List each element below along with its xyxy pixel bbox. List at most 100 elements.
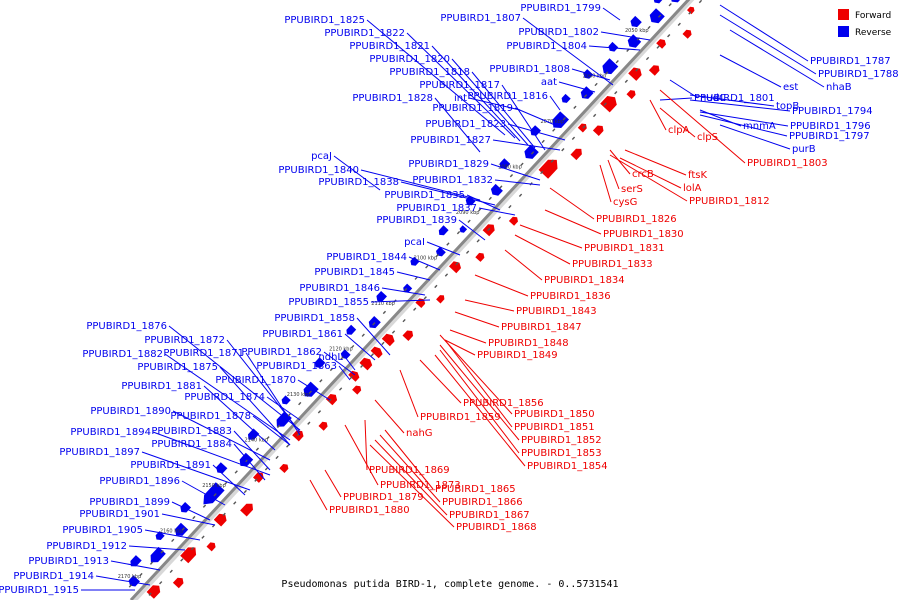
gene-label: PPUBIRD1_1901	[79, 509, 160, 520]
label-leader-line	[444, 339, 476, 356]
axis-dash	[698, 0, 703, 4]
label-leader-line	[233, 443, 266, 481]
axis-dash	[254, 478, 258, 482]
axis-dash	[264, 467, 269, 471]
reverse-gene-arrow	[459, 225, 468, 233]
label-leader-line	[619, 157, 682, 189]
label-leader-line	[161, 513, 216, 526]
axis-dash	[605, 71, 609, 75]
reverse-gene-arrow	[438, 225, 449, 236]
axis-dash	[340, 356, 344, 360]
label-leader-line	[659, 89, 746, 164]
gene-label: lolA	[683, 183, 702, 194]
label-leader-line	[490, 163, 541, 181]
gene-label: aat	[541, 77, 557, 88]
gene-label: PPUBIRD1_1797	[789, 131, 870, 142]
axis-dash	[488, 196, 492, 201]
gene-label: PPUBIRD1_1897	[59, 447, 140, 458]
axis-dash	[541, 139, 545, 144]
reverse-gene-arrow	[248, 428, 260, 440]
axis-dash	[329, 367, 334, 372]
axis-dash	[624, 79, 629, 83]
label-leader-line	[549, 187, 595, 220]
gene-label: PPUBIRD1_1836	[530, 291, 611, 302]
label-leader-line	[400, 181, 496, 206]
reverse-gene-arrow	[150, 546, 166, 563]
reverse-gene-arrow	[216, 462, 228, 474]
genome-caption: Pseudomonas putida BIRD-1, complete geno…	[281, 579, 618, 590]
axis-dash	[603, 102, 607, 106]
gene-label: PPUBIRD1_1796	[790, 121, 871, 132]
gene-label: PPUBIRD1_1858	[274, 313, 355, 324]
forward-gene-arrow	[656, 39, 666, 49]
gene-label: PPUBIRD1_1872	[144, 335, 225, 346]
axis-dash	[276, 424, 281, 429]
gene-label: PPUBIRD1_1808	[489, 64, 570, 75]
label-leader-line	[492, 139, 561, 151]
axis-dash	[307, 421, 311, 425]
reverse-gene-arrow	[499, 158, 511, 169]
axis-dash	[349, 375, 353, 380]
axis-dash	[677, 22, 681, 26]
kbp-ticks: 2050 kbp 2060 kbp 2070 kbp 2080 kbp 2090 kbp…	[118, 0, 703, 596]
gene-label: PPUBIRD1_1803	[747, 158, 828, 169]
axis-dash	[255, 447, 260, 451]
gene-label: PPUBIRD1_1891	[130, 460, 211, 471]
gene-label: PPUBIRD1_1788	[818, 69, 899, 80]
gene-label: PPUBIRD1_1884	[151, 439, 232, 450]
axis-dash	[667, 34, 671, 38]
gene-label: est	[783, 82, 798, 93]
label-leader-line	[659, 97, 693, 101]
axis-dash	[287, 413, 291, 417]
axis-dash	[645, 56, 650, 61]
gene-label: PPUBIRD1_1818	[389, 67, 470, 78]
gene-label: PPUBIRD1_1846	[299, 283, 380, 294]
axis-dash	[583, 94, 588, 98]
axis-dash	[160, 550, 164, 554]
axis-dash	[192, 515, 196, 520]
label-leader-line	[719, 14, 817, 75]
forward-gene-arrow	[381, 333, 395, 347]
forward-gene-arrow	[570, 148, 582, 161]
label-leader-line	[449, 329, 487, 344]
forward-gene-arrow	[348, 370, 360, 382]
axis-dash	[328, 398, 332, 403]
axis-dash	[414, 276, 418, 280]
axis-dash	[201, 535, 205, 539]
label-leader-line	[719, 54, 782, 88]
gene-label: PPUBIRD1_1835	[384, 190, 465, 201]
forward-gene-arrow	[370, 346, 383, 359]
forward-gene-arrow	[172, 577, 184, 589]
label-leader-line	[451, 58, 529, 146]
gene-label: cysG	[613, 197, 637, 208]
label-leader-line	[370, 299, 431, 303]
gene-label: PPUBIRD1_1845	[314, 267, 395, 278]
label-leader-line	[466, 194, 501, 211]
reverse-gene-arrow	[368, 316, 381, 329]
gene-label: PPUBIRD1_1851	[514, 422, 595, 433]
label-leader-line	[369, 444, 455, 528]
label-leader-line	[519, 224, 583, 249]
label-leader-line	[141, 451, 251, 491]
label-leader-line	[434, 354, 526, 467]
forward-gene-arrow	[402, 330, 414, 341]
gene-label: PPUBIRD1_1848	[488, 338, 569, 349]
gene-label: nhaB	[826, 82, 852, 93]
kbp-tick-label: 2140 kbp	[245, 438, 269, 444]
label-leader-line	[252, 415, 291, 446]
gene-label: pcaI	[404, 237, 425, 248]
gene-label: PPUBIRD1_1865	[435, 484, 516, 495]
label-leader-line	[203, 385, 276, 451]
label-leader-line	[374, 399, 405, 434]
label-leader-line	[609, 149, 631, 175]
gene-label: ndhL	[318, 352, 343, 363]
label-leader-line	[266, 396, 301, 421]
gene-label: PPUBIRD1_1840	[278, 165, 359, 176]
gene-label: PPUBIRD1_1913	[28, 556, 109, 567]
reverse-gene-arrow	[490, 183, 503, 196]
gene-label: PPUBIRD1_1881	[121, 381, 202, 392]
label-leader-line	[344, 356, 356, 371]
axis-dash	[180, 558, 184, 562]
forward-gene-arrow	[592, 125, 604, 136]
axis-dash	[308, 390, 312, 394]
